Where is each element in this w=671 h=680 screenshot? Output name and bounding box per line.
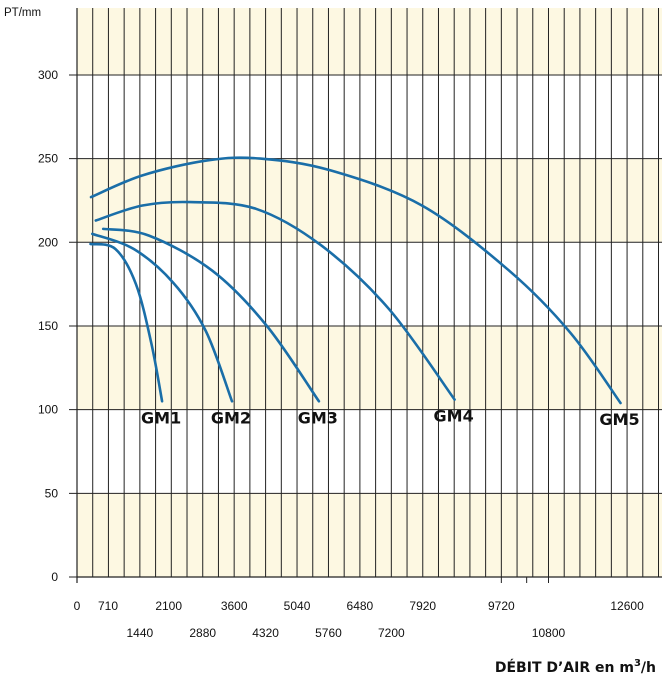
tick-labels: 0 50 100 150 200 250 300 0 710 2100 3600 5040 6480 79…	[38, 68, 644, 640]
x-tick-label: 7920	[409, 599, 436, 613]
curve-gm3	[101, 227, 321, 403]
x-tick-label: 1440	[127, 626, 154, 640]
x-tick-label: 7200	[378, 626, 405, 640]
y-tick-label: 150	[38, 319, 58, 333]
performance-curves	[89, 156, 622, 405]
x-tick-label: 12600	[610, 599, 644, 613]
series-labels: GM1 GM2 GM3 GM4 GM5	[141, 407, 640, 429]
x-axis-title-suffix: /h	[641, 660, 656, 676]
x-tick-label: 2880	[189, 626, 216, 640]
y-tick-label: 200	[38, 235, 58, 249]
y-axis-unit-label: PT/mm	[4, 7, 41, 19]
y-tick-label: 0	[51, 570, 58, 584]
curve-gm5	[89, 156, 622, 405]
x-axis-title-superscript: 3	[634, 658, 641, 669]
series-label-gm5: GM5	[599, 410, 639, 429]
shaded-band-top	[77, 8, 662, 75]
y-tick-label: 100	[38, 403, 58, 417]
series-label-gm2: GM2	[211, 408, 251, 427]
y-tick-label: 50	[45, 486, 59, 500]
x-tick-label: 0	[74, 599, 81, 613]
y-tick-label: 250	[38, 152, 58, 166]
axes	[76, 8, 662, 583]
x-tick-label: 6480	[347, 599, 374, 613]
background-bands	[77, 8, 662, 577]
shaded-band	[77, 158, 662, 243]
x-tick-label: 9720	[488, 599, 515, 613]
series-label-gm1: GM1	[141, 408, 181, 427]
x-tick-label: 5040	[284, 599, 311, 613]
curve-gm4	[94, 200, 456, 401]
curve-gm2	[91, 232, 234, 403]
x-tick-label: 710	[98, 599, 118, 613]
x-tick-label: 5760	[315, 626, 342, 640]
series-label-gm3: GM3	[298, 408, 338, 427]
y-tick-label: 300	[38, 68, 58, 82]
series-label-gm4: GM4	[434, 407, 474, 426]
shaded-band	[77, 493, 662, 577]
x-tick-label: 3600	[221, 599, 248, 613]
curve-gm1	[89, 242, 164, 403]
vertical-gridlines	[76, 8, 660, 577]
x-tick-label: 10800	[532, 626, 566, 640]
x-tick-label: 4320	[252, 626, 279, 640]
x-axis-title-main: DÉBIT D’AIR en m	[495, 659, 634, 676]
x-tick-label: 2100	[155, 599, 182, 613]
x-axis-title: DÉBIT D’AIR en m3/h	[495, 658, 656, 676]
